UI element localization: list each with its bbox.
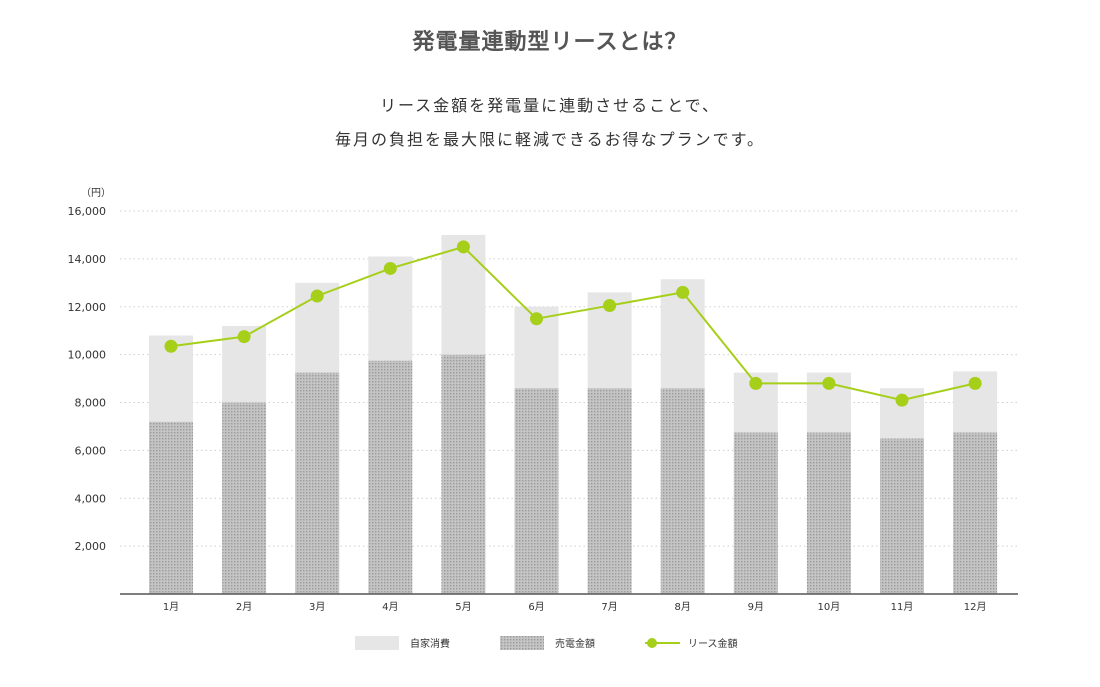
bar-self-5 xyxy=(441,234,486,355)
y-tick-label: 14,000 xyxy=(68,253,107,266)
bar-sell-5 xyxy=(441,354,486,594)
bar-sell-12 xyxy=(953,432,998,594)
bar-sell-7 xyxy=(587,388,632,594)
lease-point-11 xyxy=(895,393,909,407)
lease-point-12 xyxy=(968,376,982,390)
x-tick-label: 8月 xyxy=(675,601,691,613)
lease-point-1 xyxy=(164,339,178,353)
bar-sell-6 xyxy=(514,388,559,594)
y-tick-label: 10,000 xyxy=(68,349,107,362)
y-tick-label: 2,000 xyxy=(75,540,107,553)
lease-point-6 xyxy=(530,312,543,326)
bar-sell-10 xyxy=(806,432,851,594)
legend-label-sell: 売電金額 xyxy=(555,637,595,650)
lease-point-4 xyxy=(383,261,397,275)
lease-point-10 xyxy=(822,376,836,390)
y-tick-label: 16,000 xyxy=(68,205,107,218)
legend-label-lease: リース金額 xyxy=(688,637,738,650)
x-tick-label: 12月 xyxy=(964,601,987,613)
bar-sell-2 xyxy=(222,402,267,594)
y-axis-unit-label: （円） xyxy=(81,187,111,199)
legend-swatch-sell xyxy=(500,636,544,650)
x-tick-label: 5月 xyxy=(455,601,471,613)
lease-point-5 xyxy=(456,240,470,254)
x-tick-label: 4月 xyxy=(382,601,398,613)
lease-point-3 xyxy=(310,289,324,303)
subtitle-line-2: 毎月の負担を最大限に軽減できるお得なプランです。 xyxy=(334,130,766,149)
page-title: 発電量連動型リースとは？ xyxy=(412,30,688,55)
lease-line xyxy=(170,245,976,402)
y-tick-label: 8,000 xyxy=(75,397,107,410)
x-tick-label: 10月 xyxy=(818,601,841,613)
subtitle-line-1: リース金額を発電量に連動させることで、 xyxy=(379,96,721,115)
x-tick-label: 6月 xyxy=(528,601,544,613)
x-tick-label: 9月 xyxy=(748,601,764,613)
bar-sell-8 xyxy=(660,388,705,594)
x-tick-label: 1月 xyxy=(163,601,179,613)
bar-sell-4 xyxy=(368,360,413,594)
bar-sell-9 xyxy=(733,432,778,594)
x-tick-label: 7月 xyxy=(601,601,617,613)
lease-point-7 xyxy=(603,299,617,313)
bar-sell-11 xyxy=(880,438,924,594)
y-tick-label: 12,000 xyxy=(68,301,107,314)
lease-point-9 xyxy=(749,376,763,390)
y-tick-label: 4,000 xyxy=(75,492,107,505)
bar-sell-3 xyxy=(295,372,340,594)
x-tick-label: 11月 xyxy=(891,601,914,613)
legend-label-self: 自家消費 xyxy=(410,637,450,650)
x-tick-label: 3月 xyxy=(309,601,325,613)
bar-sell-1 xyxy=(149,421,193,594)
y-tick-label: 6,000 xyxy=(75,444,107,457)
legend-swatch-self xyxy=(355,636,399,650)
lease-point-2 xyxy=(237,330,251,344)
lease-point-8 xyxy=(676,285,690,299)
x-tick-label: 2月 xyxy=(236,601,252,613)
legend-swatch-lease-point xyxy=(647,638,657,648)
